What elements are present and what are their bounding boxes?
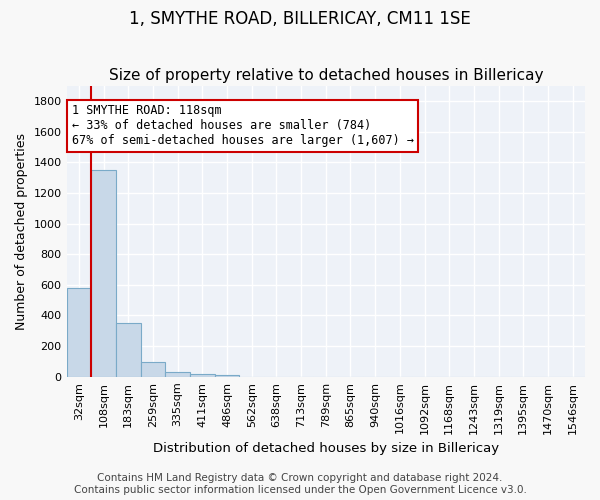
Text: 1, SMYTHE ROAD, BILLERICAY, CM11 1SE: 1, SMYTHE ROAD, BILLERICAY, CM11 1SE <box>129 10 471 28</box>
Bar <box>215 374 239 377</box>
X-axis label: Distribution of detached houses by size in Billericay: Distribution of detached houses by size … <box>153 442 499 455</box>
Bar <box>91 170 116 377</box>
Bar <box>190 374 215 377</box>
Title: Size of property relative to detached houses in Billericay: Size of property relative to detached ho… <box>109 68 543 83</box>
Bar <box>140 362 165 377</box>
Bar <box>165 372 190 377</box>
Y-axis label: Number of detached properties: Number of detached properties <box>15 132 28 330</box>
Bar <box>67 288 91 377</box>
Bar <box>116 323 140 377</box>
Text: 1 SMYTHE ROAD: 118sqm
← 33% of detached houses are smaller (784)
67% of semi-det: 1 SMYTHE ROAD: 118sqm ← 33% of detached … <box>72 104 414 148</box>
Text: Contains HM Land Registry data © Crown copyright and database right 2024.
Contai: Contains HM Land Registry data © Crown c… <box>74 474 526 495</box>
